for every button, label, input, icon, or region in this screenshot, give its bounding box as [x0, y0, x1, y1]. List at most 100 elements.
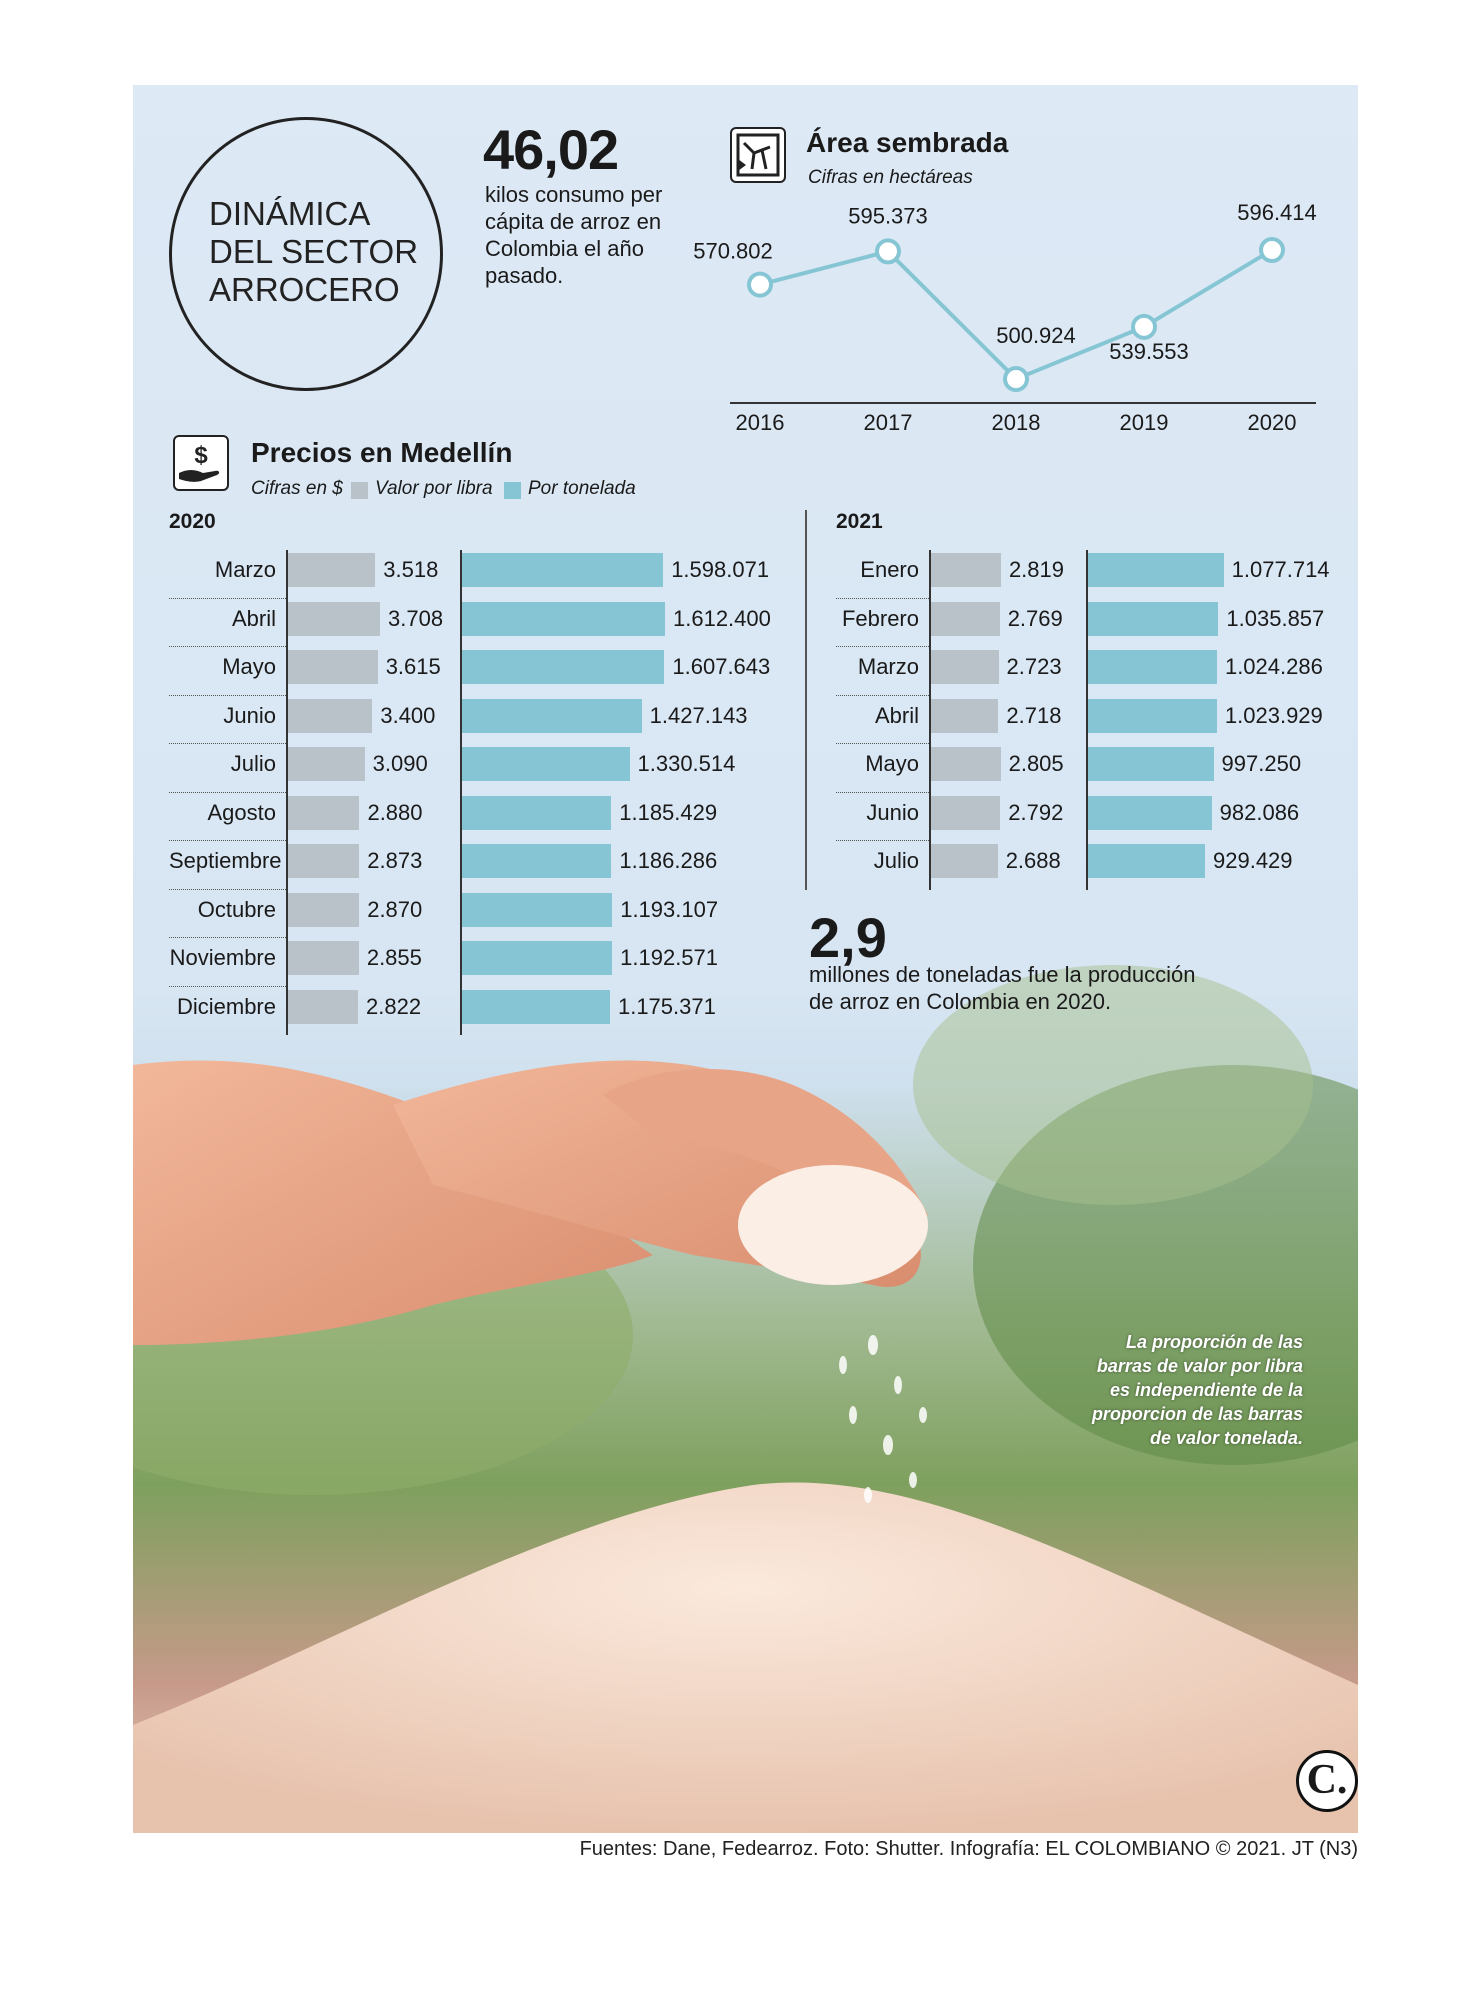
tonelada-bar: [462, 698, 642, 733]
row-separator: [836, 694, 929, 696]
tonelada-bar: [462, 553, 664, 587]
tonelada-value: 1.023.929: [1224, 702, 1323, 728]
tonelada-value: 1.035.857: [1226, 605, 1325, 631]
libra-bar: [288, 747, 365, 781]
tonelada-bar: [462, 844, 612, 878]
row-separator: [169, 791, 286, 793]
month-label: Marzo: [857, 654, 919, 679]
tonelada-value: 1.612.400: [673, 605, 771, 631]
libra-bar: [288, 941, 359, 975]
tonelada-value: 929.429: [1213, 848, 1293, 873]
libra-bar: [931, 601, 1000, 636]
row-separator: [169, 597, 286, 599]
tonelada-value: 1.193.107: [620, 896, 719, 922]
tonelada-value: 1.427.143: [649, 702, 748, 728]
tonelada-bar: [462, 650, 665, 684]
area-point: [747, 271, 773, 298]
row-separator: [169, 840, 286, 841]
libra-value: 2.880: [367, 799, 423, 825]
libra-bar: [931, 747, 1001, 781]
libra-bar: [931, 698, 999, 733]
area-point: [875, 238, 901, 265]
row-separator: [169, 694, 286, 696]
legend-libra-swatch: [351, 482, 368, 499]
tonelada-value: 997.250: [1221, 751, 1302, 776]
libra-bar: [288, 650, 378, 684]
area-x-tick-label: 2018: [992, 410, 1041, 435]
precios-subtitle: Cifras en $: [251, 478, 343, 499]
row-separator: [169, 937, 286, 938]
row-separator: [169, 985, 286, 987]
libra-value: 2.769: [1007, 605, 1063, 631]
month-label: Julio: [873, 848, 919, 873]
month-label: Noviembre: [169, 945, 276, 970]
libra-bar: [288, 795, 360, 830]
area-x-tick-label: 2020: [1248, 410, 1297, 435]
area-data-label: 595.373: [848, 203, 928, 228]
svg-text:$: $: [194, 442, 208, 469]
libra-bar: [288, 892, 360, 927]
libra-value: 3.708: [388, 605, 444, 631]
tonelada-value: 1.192.571: [620, 945, 719, 970]
month-label: Enero: [860, 557, 919, 582]
tonelada-bar: [462, 601, 665, 636]
month-label: Marzo: [214, 557, 276, 582]
tonelada-axis-line: [460, 550, 462, 1035]
libra-value: 2.819: [1008, 557, 1064, 582]
precios-title: Precios en Medellín: [251, 437, 513, 468]
map-field-icon: [730, 127, 786, 183]
area-data-label: 539.553: [1109, 339, 1189, 364]
area-x-tick-label: 2016: [736, 410, 785, 435]
libra-axis-line: [929, 550, 931, 890]
libra-value: 2.855: [366, 945, 422, 970]
rice-photo: [133, 965, 1358, 1833]
area-title: Área sembrada: [806, 127, 1009, 158]
libra-value: 2.688: [1005, 848, 1061, 873]
tonelada-bar: [462, 747, 630, 781]
month-label: Agosto: [207, 799, 277, 825]
el-colombiano-logo: C.: [1296, 1750, 1358, 1812]
area-line-series: [759, 248, 1274, 382]
libra-value: 2.792: [1008, 799, 1064, 825]
stat-produccion-value: 2,9: [809, 906, 887, 969]
tonelada-bar: [1088, 601, 1219, 636]
tonelada-value: 1.330.514: [637, 751, 736, 776]
month-label: Mayo: [222, 654, 276, 679]
libra-bar: [931, 844, 998, 878]
stat-consumo-value: 46,02: [483, 118, 619, 181]
legend-libra-label: Valor por libra: [375, 478, 493, 499]
libra-value: 2.723: [1006, 654, 1062, 679]
row-separator: [169, 646, 286, 647]
hand-money-icon: $: [173, 435, 229, 491]
libra-value: 3.090: [372, 751, 428, 776]
month-label: Septiembre: [169, 848, 282, 873]
infographic-panel: DINÁMICA DEL SECTOR ARROCERO 46,02 kilos…: [133, 85, 1358, 1833]
month-label: Octubre: [197, 896, 276, 922]
tonelada-value: 1.607.643: [672, 654, 771, 679]
tonelada-bar: [1088, 795, 1212, 830]
month-label: Febrero: [841, 605, 919, 631]
tonelada-bar: [462, 795, 612, 830]
area-subtitle: Cifras en hectáreas: [808, 167, 973, 188]
row-separator: [169, 743, 286, 744]
legend-tonelada-label: Por tonelada: [528, 478, 636, 499]
libra-value: 2.718: [1006, 702, 1062, 728]
area-point: [1003, 366, 1029, 392]
year-heading: 2021: [836, 510, 883, 533]
area-x-tick-label: 2017: [864, 410, 913, 435]
tonelada-bar: [1088, 747, 1214, 781]
libra-value: 2.873: [367, 848, 423, 873]
libra-value: 3.615: [385, 654, 441, 679]
row-separator: [836, 597, 929, 599]
month-label: Abril: [231, 605, 276, 631]
area-data-label: 570.802: [693, 239, 773, 264]
tonelada-bar: [1088, 650, 1217, 684]
tonelada-value: 1.186.286: [619, 848, 718, 873]
title-circle: [169, 117, 443, 391]
area-point: [1131, 313, 1157, 340]
libra-bar: [931, 650, 999, 684]
year-heading: 2020: [169, 510, 216, 533]
row-separator: [836, 840, 929, 841]
legend-tonelada-swatch: [504, 482, 521, 499]
libra-value: 3.518: [383, 557, 439, 582]
